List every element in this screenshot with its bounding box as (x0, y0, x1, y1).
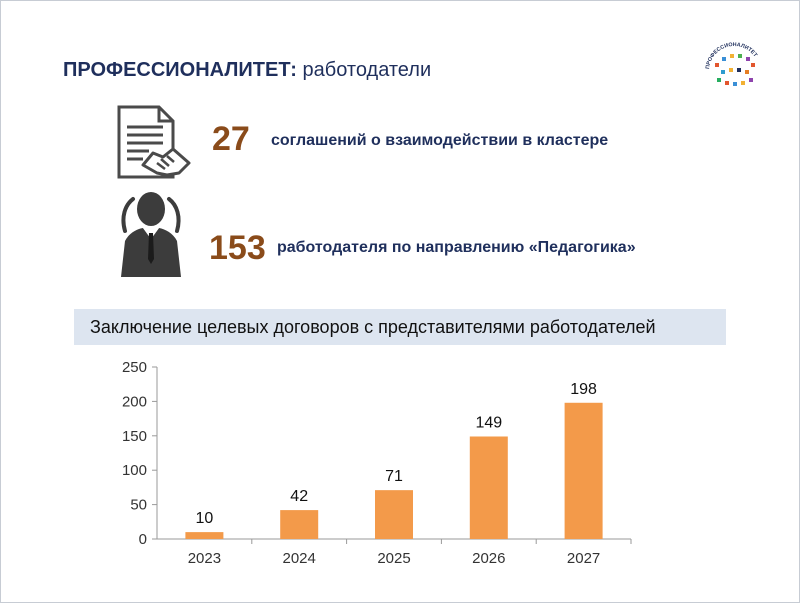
bar-2023 (185, 532, 224, 539)
bar-2024 (280, 510, 319, 539)
employer-person-icon (121, 192, 181, 277)
x-tick-label-2025: 2025 (377, 550, 410, 567)
agreements-label: соглашений о взаимодействии в кластере (271, 132, 609, 149)
y-tick-label: 150 (122, 428, 147, 445)
professionalitet-logo: ПРОФЕССИОНАЛИТЕТ (705, 42, 758, 86)
bar-2026 (469, 436, 508, 539)
page-title: ПРОФЕССИОНАЛИТЕТ: работодатели (63, 59, 431, 82)
data-label-2027: 198 (570, 381, 597, 398)
y-tick-label: 100 (122, 462, 147, 479)
x-tick-label-2024: 2024 (283, 550, 316, 567)
data-label-2026: 149 (475, 414, 502, 431)
y-tick-label: 200 (122, 393, 147, 410)
page-title-rest: работодатели (302, 59, 432, 81)
bar-2025 (375, 490, 413, 539)
page-title-bold: ПРОФЕССИОНАЛИТЕТ: (63, 59, 297, 81)
data-label-2025: 71 (385, 468, 403, 485)
y-tick-label: 250 (122, 359, 147, 376)
data-label-2024: 42 (290, 488, 308, 505)
section-banner: Заключение целевых договоров с представи… (74, 309, 726, 345)
agreements-count: 27 (212, 120, 250, 158)
bar-2027 (564, 402, 603, 539)
x-tick-label-2023: 2023 (188, 550, 221, 567)
target-contracts-bar-chart: 0 50 100 150 200 250 10 2023 42 2024 71 2025 149 2026… (122, 359, 632, 567)
agreement-document-icon (117, 105, 191, 179)
employers-count: 153 (209, 229, 266, 267)
x-tick-label-2026: 2026 (472, 550, 505, 567)
employers-label: работодателя по направлению «Педагогика» (277, 239, 636, 256)
x-tick-label-2027: 2027 (567, 550, 600, 567)
y-tick-label: 0 (139, 531, 147, 548)
section-banner-text: Заключение целевых договоров с представи… (90, 317, 656, 337)
y-tick-label: 50 (130, 497, 147, 514)
data-label-2023: 10 (196, 510, 214, 527)
